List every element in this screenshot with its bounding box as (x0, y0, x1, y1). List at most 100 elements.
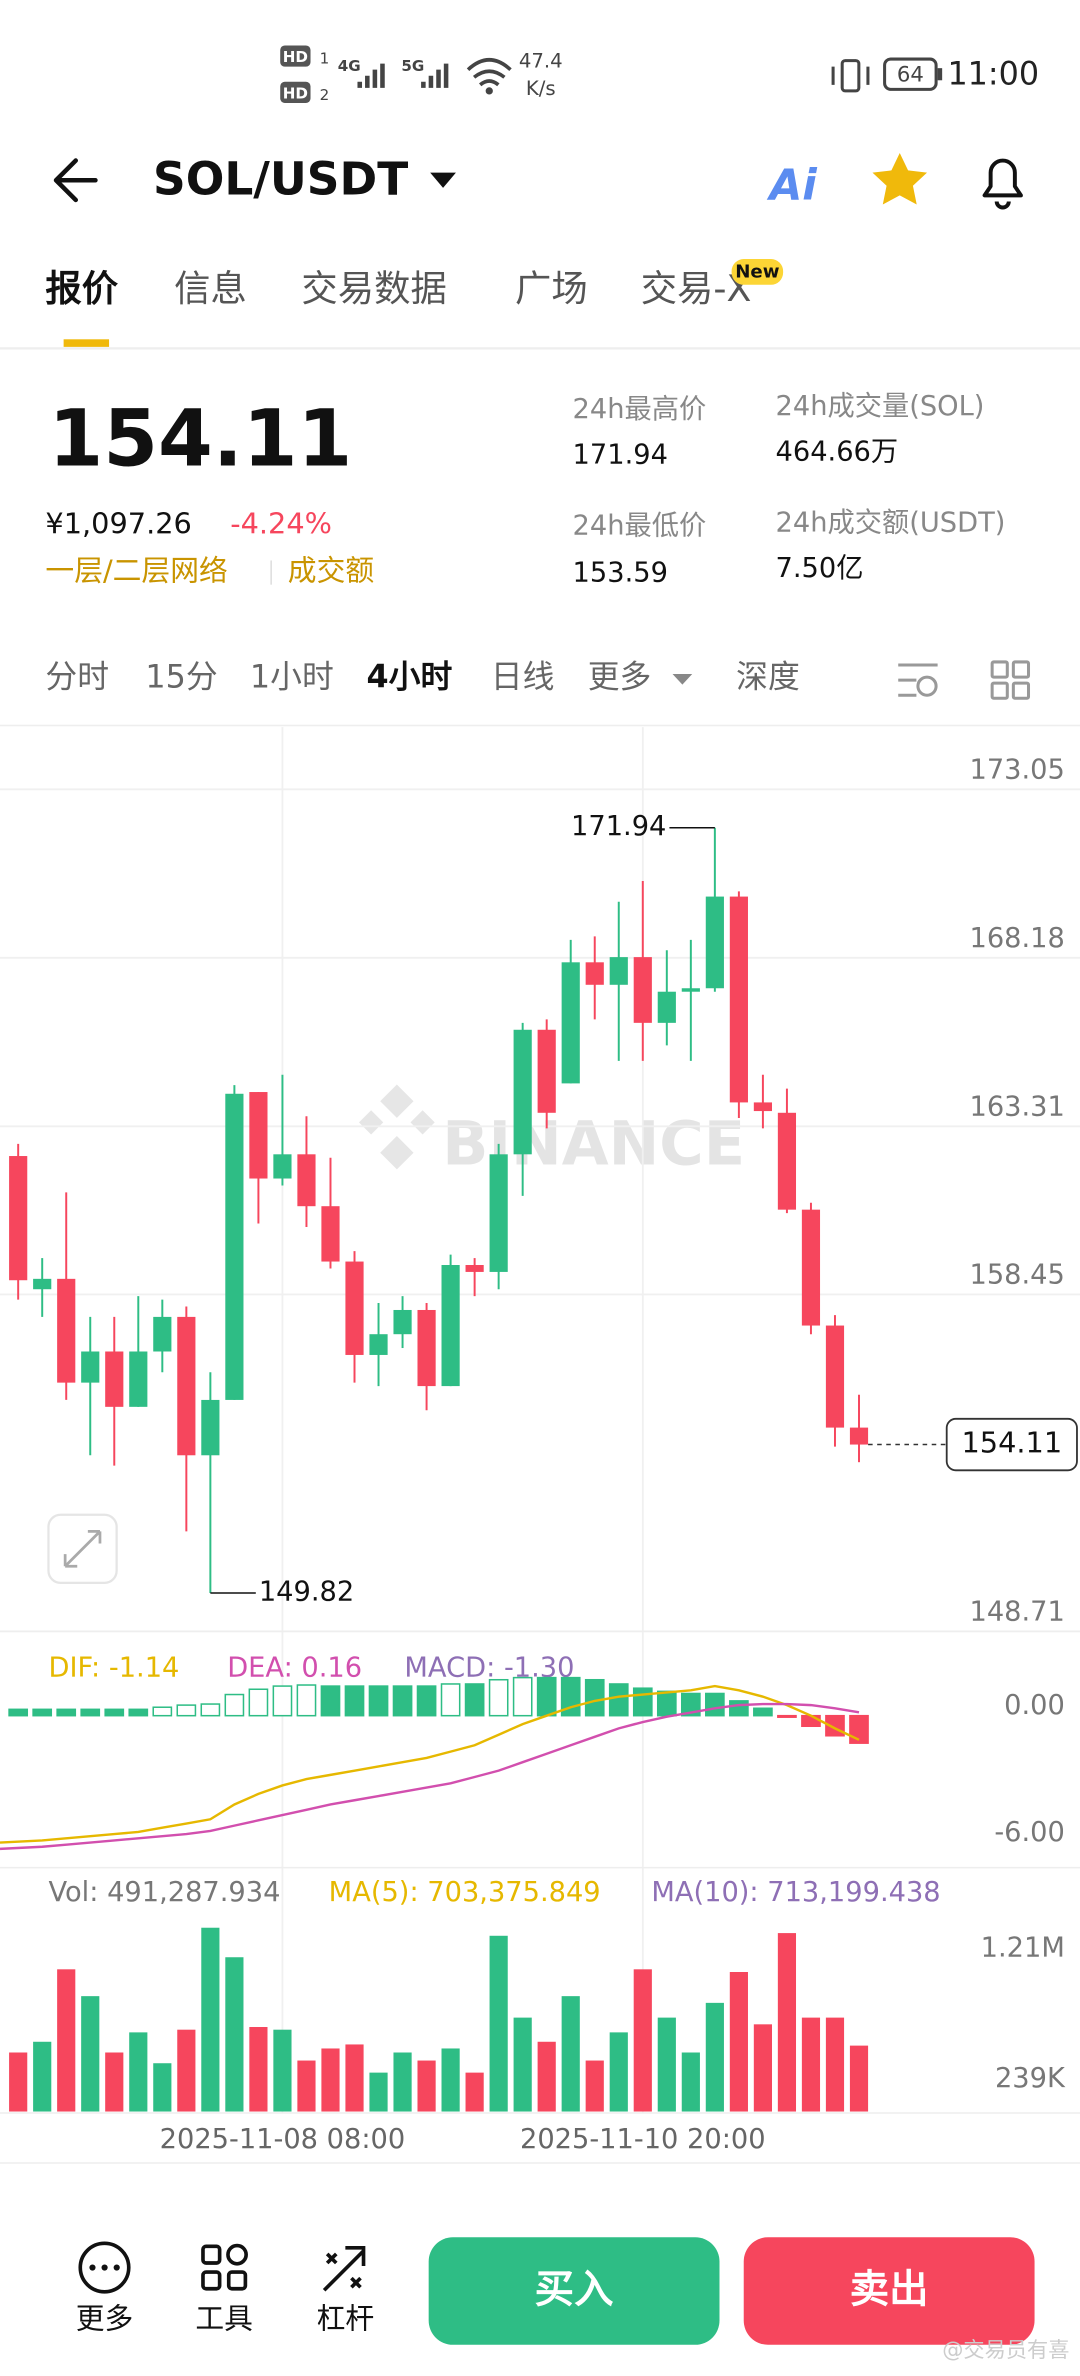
legend-entry: Vol: 491,287.934 (48, 1877, 280, 1908)
interval[interactable]: 15分 (145, 659, 217, 696)
volume-bar (297, 2060, 316, 2112)
tab[interactable]: 信息 (174, 267, 247, 310)
last-price: 154.11 (48, 392, 352, 484)
tab[interactable]: 报价 (45, 267, 118, 310)
volume-bar (393, 2052, 412, 2112)
tab[interactable]: 交易数据 (301, 267, 446, 310)
candle-body (849, 1427, 869, 1445)
status-bar: HD HD 1 2 4G 5G 47.4 K/s 64 11:00 (280, 45, 1039, 104)
macd-bar (705, 1692, 725, 1717)
layout-icon[interactable] (990, 660, 1031, 700)
interval[interactable]: 分时 (45, 659, 109, 696)
nav-label[interactable]: 杠杆 (317, 2302, 375, 2336)
pair-dropdown[interactable] (430, 172, 456, 188)
tool-icon[interactable] (201, 2244, 222, 2265)
nav-label[interactable]: 更多 (76, 2302, 134, 2336)
interval[interactable]: 日线 (491, 659, 555, 696)
macd-bar (152, 1706, 173, 1717)
leverage-icon[interactable] (322, 2246, 366, 2292)
sim-box (280, 45, 311, 67)
network-label: 4G (338, 57, 361, 75)
interval[interactable]: 更多 (588, 659, 652, 696)
y-tick-label: 0.00 (1004, 1690, 1065, 1721)
macd-bar (272, 1685, 293, 1717)
stat-label: 24h最低价 (573, 511, 707, 542)
sell-label[interactable]: 卖出 (850, 2266, 929, 2312)
candle-body (129, 1351, 148, 1407)
macd-bar (632, 1687, 653, 1717)
vibrate-icon (840, 59, 861, 93)
volume-bar (249, 2027, 268, 2112)
candle-body (489, 1154, 508, 1272)
wifi-dot (485, 87, 493, 95)
volume-bar (345, 2044, 364, 2112)
macd-bar (248, 1688, 269, 1717)
candle-body (105, 1351, 124, 1407)
sell-button[interactable] (743, 2237, 1035, 2345)
nav-icons (78, 2241, 366, 2294)
interval[interactable]: 4小时 (367, 659, 453, 696)
macd-line (0, 1702, 860, 1851)
more-icon[interactable] (78, 2241, 131, 2294)
interval[interactable]: 1小时 (250, 659, 334, 696)
candle-body (441, 1265, 460, 1387)
ai-button[interactable]: Ai (766, 161, 818, 210)
candle-body (681, 988, 700, 992)
macd-bar (368, 1685, 389, 1717)
stat-label: 24h最高价 (573, 394, 707, 425)
volume-bar (201, 1927, 220, 2112)
buy-button[interactable] (428, 2237, 720, 2345)
volume-bar (129, 2032, 148, 2112)
sim-box (280, 81, 311, 104)
y-tick-label: 168.18 (969, 923, 1064, 954)
stat-value: 7.50亿 (776, 553, 864, 584)
more-dropdown[interactable] (672, 674, 693, 685)
candle-body (273, 1154, 292, 1179)
candle-body (657, 991, 676, 1023)
settings-gear (916, 675, 938, 697)
tab[interactable]: 广场 (515, 267, 588, 310)
back-button[interactable] (53, 158, 98, 203)
candle-body (57, 1278, 76, 1383)
interval-bar: 分时 15分 1小时 4小时 日线 更多 深度 (45, 659, 799, 696)
net-speed-unit: K/s (526, 77, 556, 100)
pair-title[interactable]: SOL/USDT (153, 152, 408, 205)
chart-settings-icon[interactable] (898, 663, 938, 697)
bell-icon[interactable] (982, 158, 1023, 210)
favorite-star[interactable] (872, 152, 928, 205)
macd-bar (536, 1676, 557, 1717)
candle-body (297, 1154, 316, 1207)
candle-body (201, 1399, 220, 1456)
buy-label[interactable]: 买入 (535, 2266, 614, 2312)
layout-cell (1011, 681, 1031, 700)
y-tick-label: -6.00 (994, 1817, 1065, 1848)
volume-bar (177, 2029, 196, 2112)
volume-bar (441, 2048, 460, 2112)
layout-cell (990, 660, 1009, 679)
candle-body (321, 1206, 340, 1262)
interval[interactable]: 深度 (736, 659, 800, 696)
macd-bar (8, 1708, 29, 1717)
volume-bar (705, 2002, 724, 2112)
expand-icon (63, 1530, 102, 1568)
tag[interactable]: 一层/二层网络 (45, 554, 227, 588)
macd-bar (584, 1678, 605, 1717)
volume-bar (321, 2048, 340, 2112)
sim-label: HD (283, 48, 308, 66)
candle-body (153, 1316, 172, 1352)
y-tick-label: 1.21M (981, 1933, 1065, 1964)
y-tick-label: 239K (995, 2063, 1066, 2094)
tag[interactable]: 成交额 (288, 554, 374, 588)
macd-bar (416, 1685, 437, 1717)
volume-bar (81, 1996, 100, 2112)
net-speed: 47.4 (519, 50, 563, 73)
volume-bar (585, 2060, 604, 2112)
vibrate-lines (831, 66, 870, 85)
volume-bar (225, 1957, 244, 2112)
macd-bar (512, 1676, 533, 1717)
battery-tip (937, 68, 943, 81)
low-label: 149.82 (259, 1576, 354, 1607)
x-tick-label: 2025-11-10 20:00 (520, 2124, 766, 2155)
nav-label[interactable]: 工具 (195, 2302, 253, 2336)
battery (883, 57, 938, 91)
